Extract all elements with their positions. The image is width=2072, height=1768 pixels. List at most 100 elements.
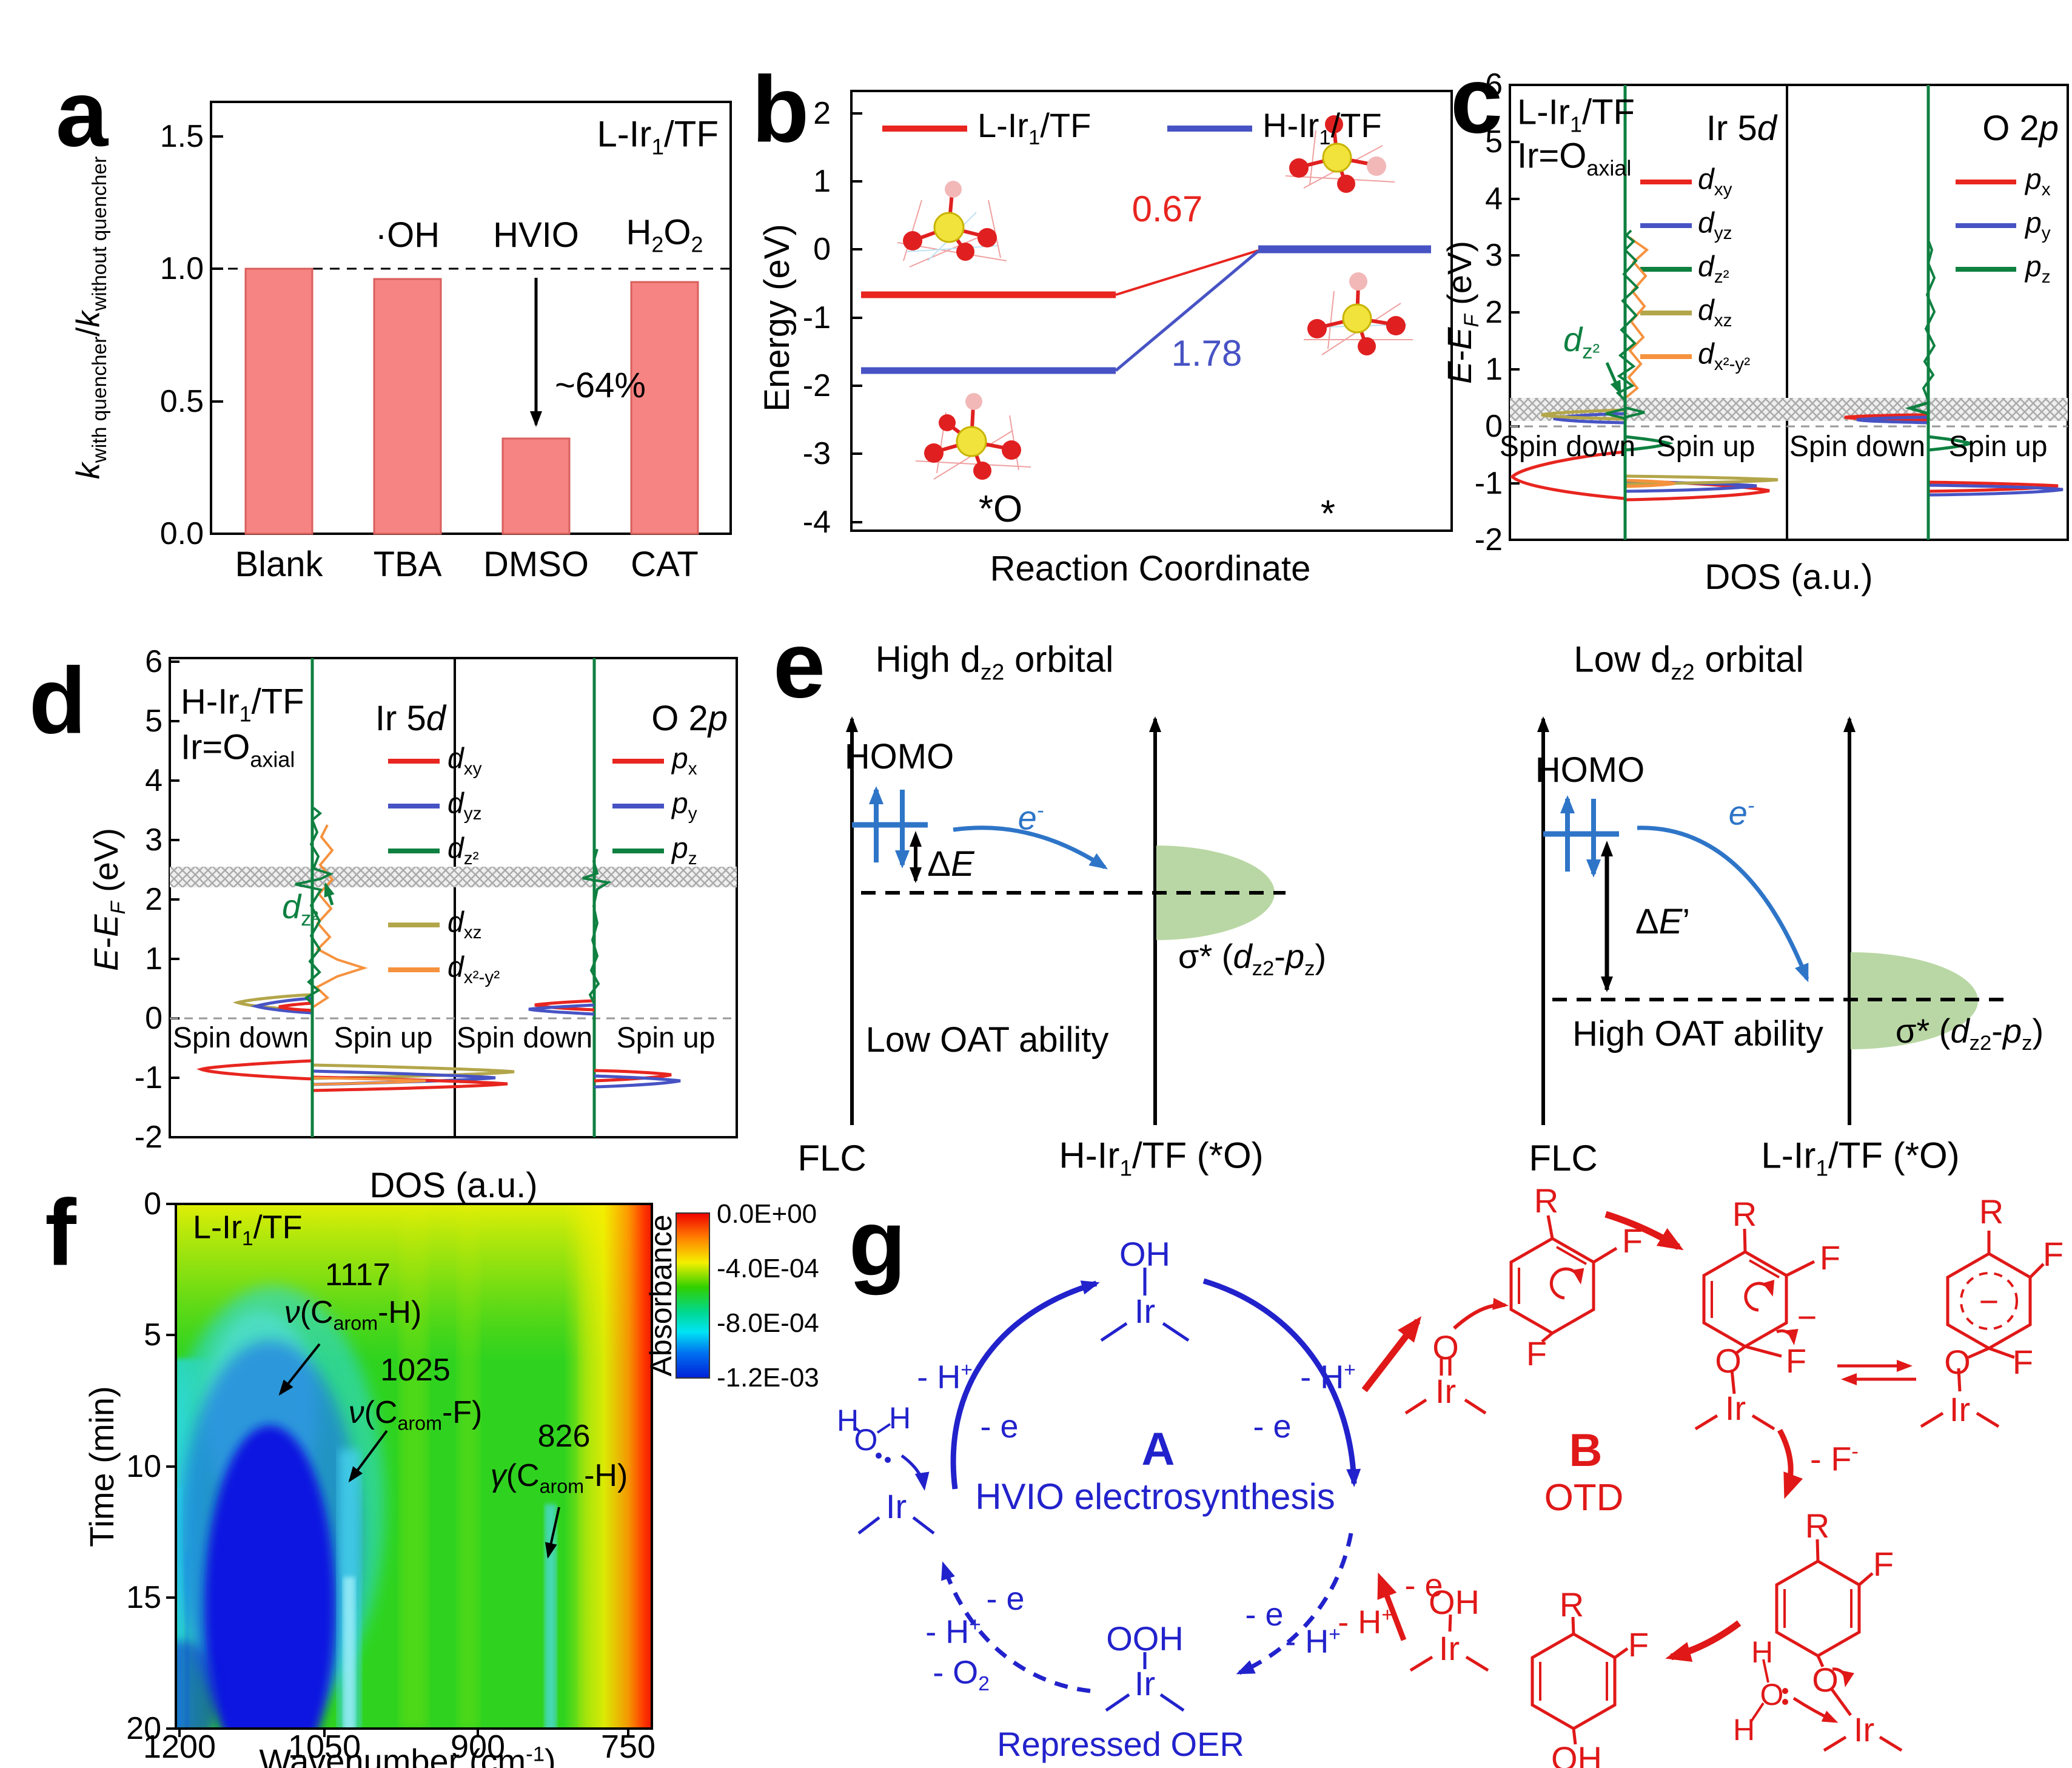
d-ytick: -1: [134, 1060, 163, 1095]
energy-levels: [861, 245, 1431, 374]
e-flc-label: FLC: [797, 1138, 867, 1178]
b-ytick: 1: [813, 164, 831, 199]
e-flc-label: FLC: [1529, 1138, 1598, 1178]
a-ytick: 1.0: [159, 251, 204, 286]
g-water-h1: H: [836, 1403, 859, 1437]
f-band-826-assignment: γ(Carom-H): [490, 1458, 628, 1497]
g-ring4-ir: Ir: [1853, 1710, 1875, 1749]
panel-a-plot: [210, 101, 732, 535]
a-quencher-label: HVIO: [493, 215, 579, 255]
d-legend-dxz: dxz: [448, 906, 482, 943]
b-y-axis-label: Energy (eV): [757, 224, 797, 412]
g-minus-o2: - O2: [933, 1654, 990, 1696]
e-homo-label: HOMO: [1535, 750, 1645, 790]
b-ytick: -4: [802, 505, 831, 540]
e-title-low: Low dz2 orbital: [1574, 639, 1804, 685]
g-ring3-o: O: [1944, 1343, 1971, 1381]
colorbar: [676, 1212, 710, 1379]
f-colorbar-label: Absorbance: [644, 1214, 678, 1377]
g-ring4-f: F: [1873, 1545, 1894, 1583]
d-ytick: 3: [145, 822, 163, 858]
g-ring3-f2: F: [2012, 1343, 2034, 1381]
g-water-ir: Ir: [885, 1487, 907, 1525]
g-red-oh: OH: [1429, 1583, 1480, 1621]
c-ytick: 3: [1485, 238, 1503, 273]
bar-tba: [373, 278, 442, 535]
a-ytick: 0.5: [159, 384, 204, 419]
low-dz2-diagram: [1537, 716, 2013, 1125]
d-legend-py: py: [672, 787, 697, 824]
f-colorbar-tick: -8.0E-04: [717, 1308, 819, 1338]
g-repressed-oer: Repressed OER: [997, 1725, 1244, 1763]
f-ytick: 10: [126, 1449, 161, 1484]
molecule-cluster-2: [1285, 115, 1395, 193]
c-spin-up-2: Spin up: [1948, 431, 2048, 463]
c-legend-dyz: dyz: [1698, 207, 1732, 243]
e-sigma-star: σ* (dz2-pz): [1895, 1012, 2044, 1055]
f-colorbar-tick: -4.0E-04: [717, 1254, 819, 1283]
a-xtick: CAT: [631, 545, 699, 584]
d-site-label: Ir=Oaxial: [181, 727, 295, 772]
d-legend-dyz: dyz: [448, 787, 482, 824]
d-ytick: 5: [145, 704, 163, 739]
g-ring5-f: F: [1628, 1625, 1649, 1664]
c-subpanel-o2p: O 2p: [1982, 109, 2059, 148]
panel-letter-c: c: [1450, 47, 1503, 153]
bar-blank: [244, 267, 313, 535]
f-colorbar-tick: -1.2E-03: [717, 1363, 819, 1393]
f-colorbar-tick: 0.0E+00: [717, 1199, 817, 1229]
d-ytick: 0: [145, 1001, 163, 1036]
g-ring2-o: O: [1715, 1342, 1742, 1380]
g-ring1-f1: F: [1621, 1222, 1643, 1260]
c-legend-py: py: [2025, 207, 2051, 243]
molecule-cluster-3: [1304, 272, 1413, 355]
f-band-1117-assignment: ν(Carom-H): [284, 1295, 422, 1334]
d-system-label: H-Ir1/TF: [181, 682, 304, 727]
shaded-band: [170, 867, 737, 887]
a-title: L-Ir1/TF: [597, 113, 719, 160]
g-minus-e-dashed-right: - e: [1245, 1596, 1284, 1633]
a-xtick: Blank: [235, 545, 323, 584]
d-legend-dxy: dxy: [448, 742, 482, 779]
b-barrier-blue: 1.78: [1171, 333, 1242, 374]
e-title-high: High dz2 orbital: [875, 639, 1114, 685]
otd-cycle: [1361, 1211, 2045, 1752]
b-barrier-red: 0.67: [1132, 189, 1203, 229]
g-hvio-label: HVIO electrosynthesis: [975, 1476, 1335, 1517]
c-ytick: 1: [1485, 352, 1503, 387]
bar-cat: [630, 281, 699, 535]
g-ring4-o: O: [1812, 1661, 1839, 1699]
f-ytick: 15: [126, 1580, 161, 1615]
f-ytick: 0: [144, 1186, 161, 1222]
g-ir-top: Ir: [1134, 1292, 1156, 1330]
g-water2-h1: H: [1751, 1635, 1774, 1669]
g-ring2-ir: Ir: [1725, 1389, 1746, 1427]
g-red-minus-e: - e: [1404, 1567, 1443, 1604]
f-band-1025: 1025: [380, 1353, 451, 1388]
g-water-h2: H: [888, 1401, 911, 1435]
c-site-label: Ir=Oaxial: [1517, 136, 1632, 181]
molecule-cluster-4: [915, 393, 1031, 480]
dz2-pointer-arrow: [324, 882, 335, 906]
g-ring5-r: R: [1559, 1585, 1584, 1624]
c-legend-dx2y2: dx²-y²: [1698, 338, 1751, 374]
a-xtick: DMSO: [483, 545, 589, 584]
c-ytick: -1: [1474, 466, 1503, 501]
b-ytick: 2: [813, 96, 831, 131]
g-minus-f: - F-: [1810, 1439, 1859, 1478]
c-system-label: L-Ir1/TF: [1517, 92, 1635, 137]
b-state-star: *: [1320, 493, 1336, 535]
d-spin-up-2: Spin up: [616, 1022, 716, 1054]
b-legend-blue: H-Ir1/TF: [1262, 106, 1382, 150]
e-low-oat: Low OAT ability: [865, 1020, 1109, 1060]
sigma-star-lobe: [1851, 952, 1978, 1049]
c-legend-px: px: [2025, 163, 2051, 200]
g-ring2-r: R: [1732, 1195, 1757, 1233]
panel-letter-e: e: [773, 612, 826, 718]
panel-a-bars: [244, 267, 699, 535]
e-electron-label: e-: [1728, 793, 1755, 832]
c-ytick: 5: [1485, 124, 1503, 160]
f-xtick: 1200: [142, 1729, 216, 1765]
d-spin-up-1: Spin up: [334, 1022, 433, 1054]
